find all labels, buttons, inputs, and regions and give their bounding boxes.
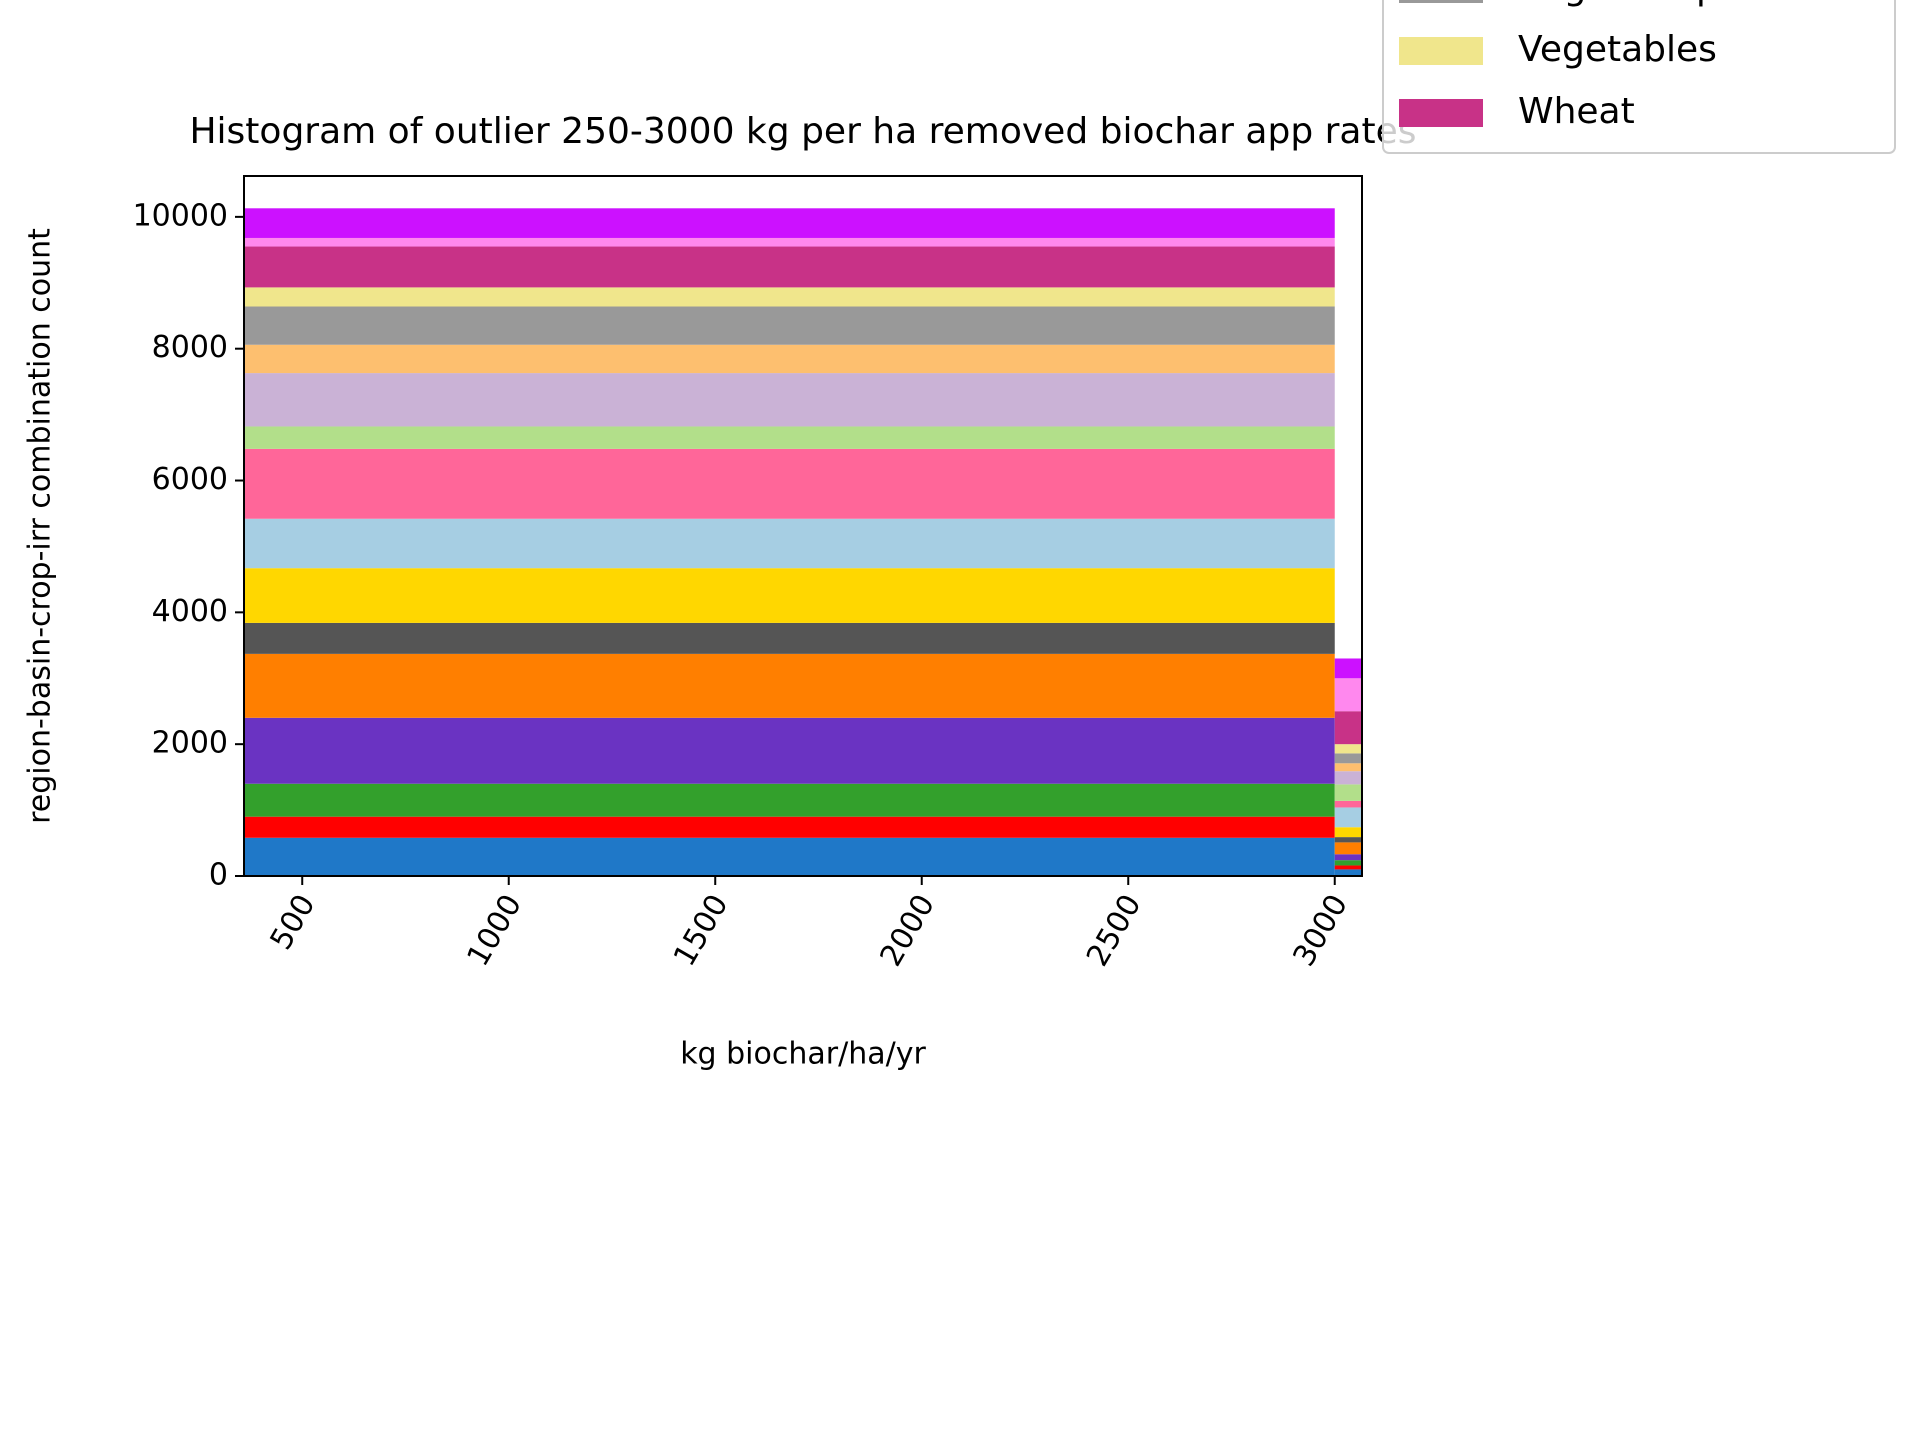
bar-segment (244, 344, 1335, 374)
bar-segment (244, 837, 1335, 876)
bar-segment (1334, 753, 1362, 764)
bar-segment (244, 568, 1335, 623)
y-tick-label: 0 (209, 858, 228, 893)
bar-segment (1334, 807, 1362, 828)
legend-label: Wheat (1518, 91, 1635, 132)
bar-segment (244, 237, 1335, 247)
legend-swatch (1399, 0, 1483, 3)
bar-segment (1334, 865, 1362, 870)
bar-segment (244, 518, 1335, 569)
x-tick-label: 1000 (461, 889, 529, 973)
bar-segment (244, 783, 1335, 817)
bar-segment (244, 306, 1335, 345)
y-axis-label: region-basin-crop-irr combination count (23, 228, 58, 824)
bar-segment (244, 448, 1335, 519)
y-tick-label: 4000 (152, 594, 228, 629)
bar-segment (1334, 827, 1362, 838)
x-tick-label: 2000 (874, 889, 942, 973)
bar-segment (1334, 854, 1362, 861)
bar-segment (244, 208, 1335, 238)
bar-segment (1334, 711, 1362, 745)
chart-title: Histogram of outlier 250-3000 kg per ha … (189, 111, 1416, 152)
bar-segment (244, 622, 1335, 654)
x-axis-label: kg biochar/ha/yr (680, 1037, 926, 1072)
legend-frame (1382, 0, 1896, 154)
legend: Sugar Crops Vegetables Wheat (1382, 0, 1896, 154)
plot-frame (243, 175, 1363, 877)
bar-segment (1334, 678, 1362, 712)
bar-segment (244, 373, 1335, 427)
x-tick-label: 500 (264, 889, 323, 956)
bar-segment (244, 816, 1335, 838)
bar-segment (1334, 771, 1362, 785)
bar-segment (244, 426, 1335, 449)
y-tick-label: 2000 (152, 726, 228, 761)
bar-segment (244, 653, 1335, 718)
bar-segment (1334, 800, 1362, 808)
y-tick-label: 10000 (133, 198, 228, 233)
bar-segment (244, 287, 1335, 307)
bar-segment (1334, 869, 1362, 876)
legend-label: Vegetables (1518, 29, 1717, 70)
bar-segment (244, 246, 1335, 288)
bar-segment (1334, 837, 1362, 843)
x-tick-label: 1500 (667, 889, 735, 973)
legend-label: Sugar Crops (1518, 0, 1738, 8)
y-tick-label: 6000 (152, 462, 228, 497)
bar-segment (1334, 744, 1362, 754)
bar-segment (1334, 763, 1362, 772)
x-tick-label: 3000 (1287, 889, 1355, 973)
bar-segment (1334, 784, 1362, 801)
bar-segment (1334, 860, 1362, 866)
legend-swatch (1399, 37, 1483, 65)
bar-segment (1334, 658, 1362, 679)
y-tick-label: 8000 (152, 330, 228, 365)
legend-swatch (1399, 99, 1483, 127)
bar-segment (244, 717, 1335, 784)
bar-segment (1334, 842, 1362, 855)
x-tick-label: 2500 (1080, 889, 1148, 973)
